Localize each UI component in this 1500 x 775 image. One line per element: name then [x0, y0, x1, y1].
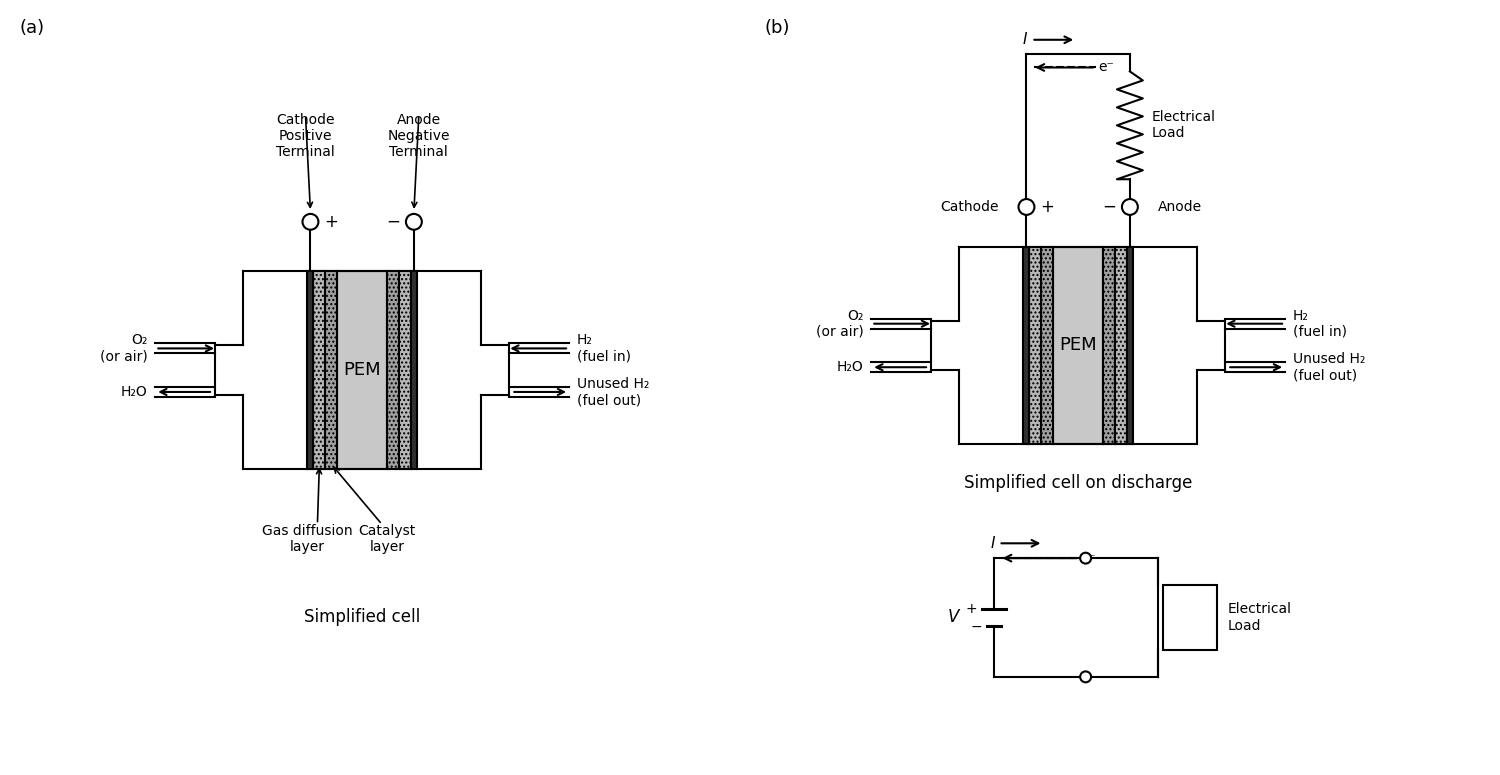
Text: H₂O: H₂O — [120, 385, 147, 399]
Bar — [308, 271, 314, 469]
Bar — [326, 271, 338, 469]
Bar — [338, 271, 387, 469]
Circle shape — [406, 214, 422, 229]
Text: I: I — [990, 536, 994, 551]
Bar — [1114, 246, 1126, 444]
Text: Anode
Negative
Terminal: Anode Negative Terminal — [387, 113, 450, 160]
Bar — [1102, 246, 1114, 444]
Text: PEM: PEM — [1059, 336, 1096, 354]
Text: Electrical
Load: Electrical Load — [1152, 110, 1216, 140]
Text: (a): (a) — [20, 19, 44, 37]
Circle shape — [1080, 671, 1090, 682]
Bar — [399, 271, 411, 469]
Text: V: V — [948, 608, 958, 626]
Bar — [1023, 246, 1029, 444]
Text: −: − — [1102, 198, 1116, 216]
Bar — [314, 271, 326, 469]
Text: Catalyst
layer: Catalyst layer — [358, 524, 416, 553]
Text: Electrical
Load: Electrical Load — [1227, 602, 1292, 632]
Text: H₂O: H₂O — [837, 360, 864, 374]
Text: PEM: PEM — [344, 361, 381, 379]
Text: +: + — [324, 213, 339, 231]
Text: Gas diffusion
layer: Gas diffusion layer — [262, 524, 352, 553]
Text: Unused H₂
(fuel out): Unused H₂ (fuel out) — [1293, 352, 1365, 382]
Bar — [1162, 585, 1218, 649]
Text: −: − — [386, 213, 400, 231]
Bar — [1041, 246, 1053, 444]
Bar — [411, 271, 417, 469]
Bar — [1126, 246, 1132, 444]
Text: Cathode: Cathode — [940, 200, 999, 214]
Text: O₂
(or air): O₂ (or air) — [99, 333, 147, 363]
Text: e⁻: e⁻ — [1098, 60, 1114, 74]
Text: +: + — [1041, 198, 1054, 216]
Circle shape — [1080, 553, 1090, 563]
Bar — [1029, 246, 1041, 444]
Text: H₂
(fuel in): H₂ (fuel in) — [1293, 308, 1347, 339]
Text: Simplified cell: Simplified cell — [304, 608, 420, 626]
Text: O₂
(or air): O₂ (or air) — [816, 308, 864, 339]
Text: −: − — [970, 619, 981, 633]
Bar — [387, 271, 399, 469]
Text: H₂
(fuel in): H₂ (fuel in) — [578, 333, 632, 363]
Circle shape — [1122, 199, 1138, 215]
Text: Cathode
Positive
Terminal: Cathode Positive Terminal — [276, 113, 334, 160]
Text: I: I — [1023, 33, 1028, 47]
Text: (b): (b) — [765, 19, 790, 37]
Circle shape — [303, 214, 318, 229]
Text: Simplified cell on discharge: Simplified cell on discharge — [964, 474, 1192, 492]
Text: e⁻: e⁻ — [1082, 552, 1096, 565]
Text: Anode: Anode — [1158, 200, 1202, 214]
Bar — [1053, 246, 1102, 444]
Text: Unused H₂
(fuel out): Unused H₂ (fuel out) — [578, 377, 650, 407]
Circle shape — [1019, 199, 1035, 215]
Text: +: + — [964, 601, 976, 615]
